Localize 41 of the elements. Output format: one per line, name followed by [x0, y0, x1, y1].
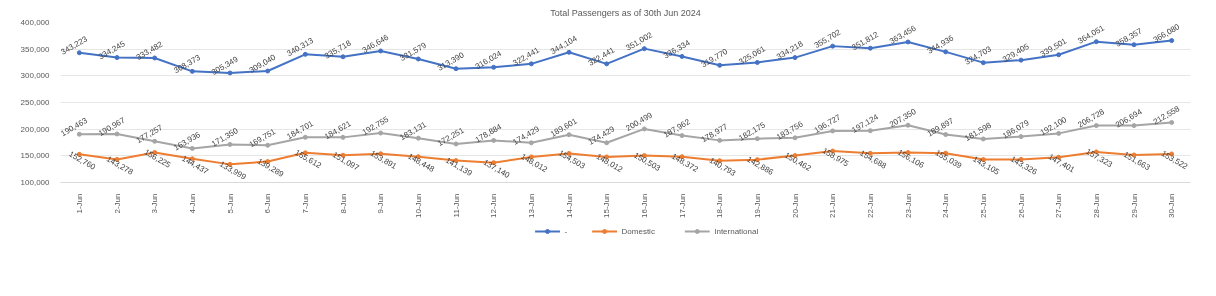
x-tick-label: 21-Jun	[828, 193, 838, 218]
x-tick-label: 14-Jun	[564, 193, 574, 218]
x-tick-label: 23-Jun	[903, 193, 913, 218]
x-tick-label: 2-Jun	[112, 193, 122, 214]
legend-label: -	[564, 227, 568, 236]
y-tick-label: 300,000	[20, 71, 51, 81]
x-tick-label: 27-Jun	[1054, 193, 1064, 218]
x-tick-label: 24-Jun	[941, 193, 951, 218]
y-tick-label: 100,000	[20, 178, 51, 187]
x-tick-label: 6-Jun	[263, 193, 273, 214]
x-tick-label: 8-Jun	[338, 193, 348, 214]
x-tick-label: 17-Jun	[677, 193, 687, 218]
x-tick-label: 28-Jun	[1091, 193, 1101, 218]
x-tick-label: 12-Jun	[489, 193, 499, 218]
x-tick-label: 30-Jun	[1167, 193, 1177, 218]
x-tick-label: 5-Jun	[225, 193, 235, 214]
legend-label: Domestic	[621, 227, 655, 236]
x-tick-label: 15-Jun	[602, 193, 612, 218]
x-tick-label: 25-Jun	[978, 193, 988, 218]
x-tick-label: 16-Jun	[639, 193, 649, 218]
x-tick-label: 26-Jun	[1016, 193, 1026, 218]
x-tick-label: 29-Jun	[1129, 193, 1139, 218]
y-tick-label: 250,000	[20, 98, 51, 107]
x-tick-label: 9-Jun	[376, 193, 386, 214]
x-tick-label: 22-Jun	[865, 193, 875, 218]
x-tick-label: 13-Jun	[526, 193, 536, 218]
x-tick-label: 1-Jun	[74, 193, 84, 214]
legend-label: International	[714, 227, 759, 236]
y-tick-label: 400,000	[20, 18, 51, 27]
x-tick-label: 18-Jun	[715, 193, 725, 218]
x-tick-label: 4-Jun	[187, 193, 197, 214]
y-tick-label: 200,000	[20, 124, 51, 134]
x-tick-label: 3-Jun	[150, 193, 160, 214]
y-tick-label: 350,000	[20, 44, 51, 54]
y-tick-label: 150,000	[20, 151, 51, 161]
x-tick-label: 11-Jun	[451, 193, 461, 218]
x-tick-label: 20-Jun	[790, 193, 800, 218]
chart-title: Total Passengers as of 30th Jun 2024	[550, 7, 701, 18]
x-tick-label: 19-Jun	[752, 193, 762, 218]
x-tick-label: 7-Jun	[300, 193, 310, 214]
x-tick-label: 10-Jun	[413, 193, 423, 218]
